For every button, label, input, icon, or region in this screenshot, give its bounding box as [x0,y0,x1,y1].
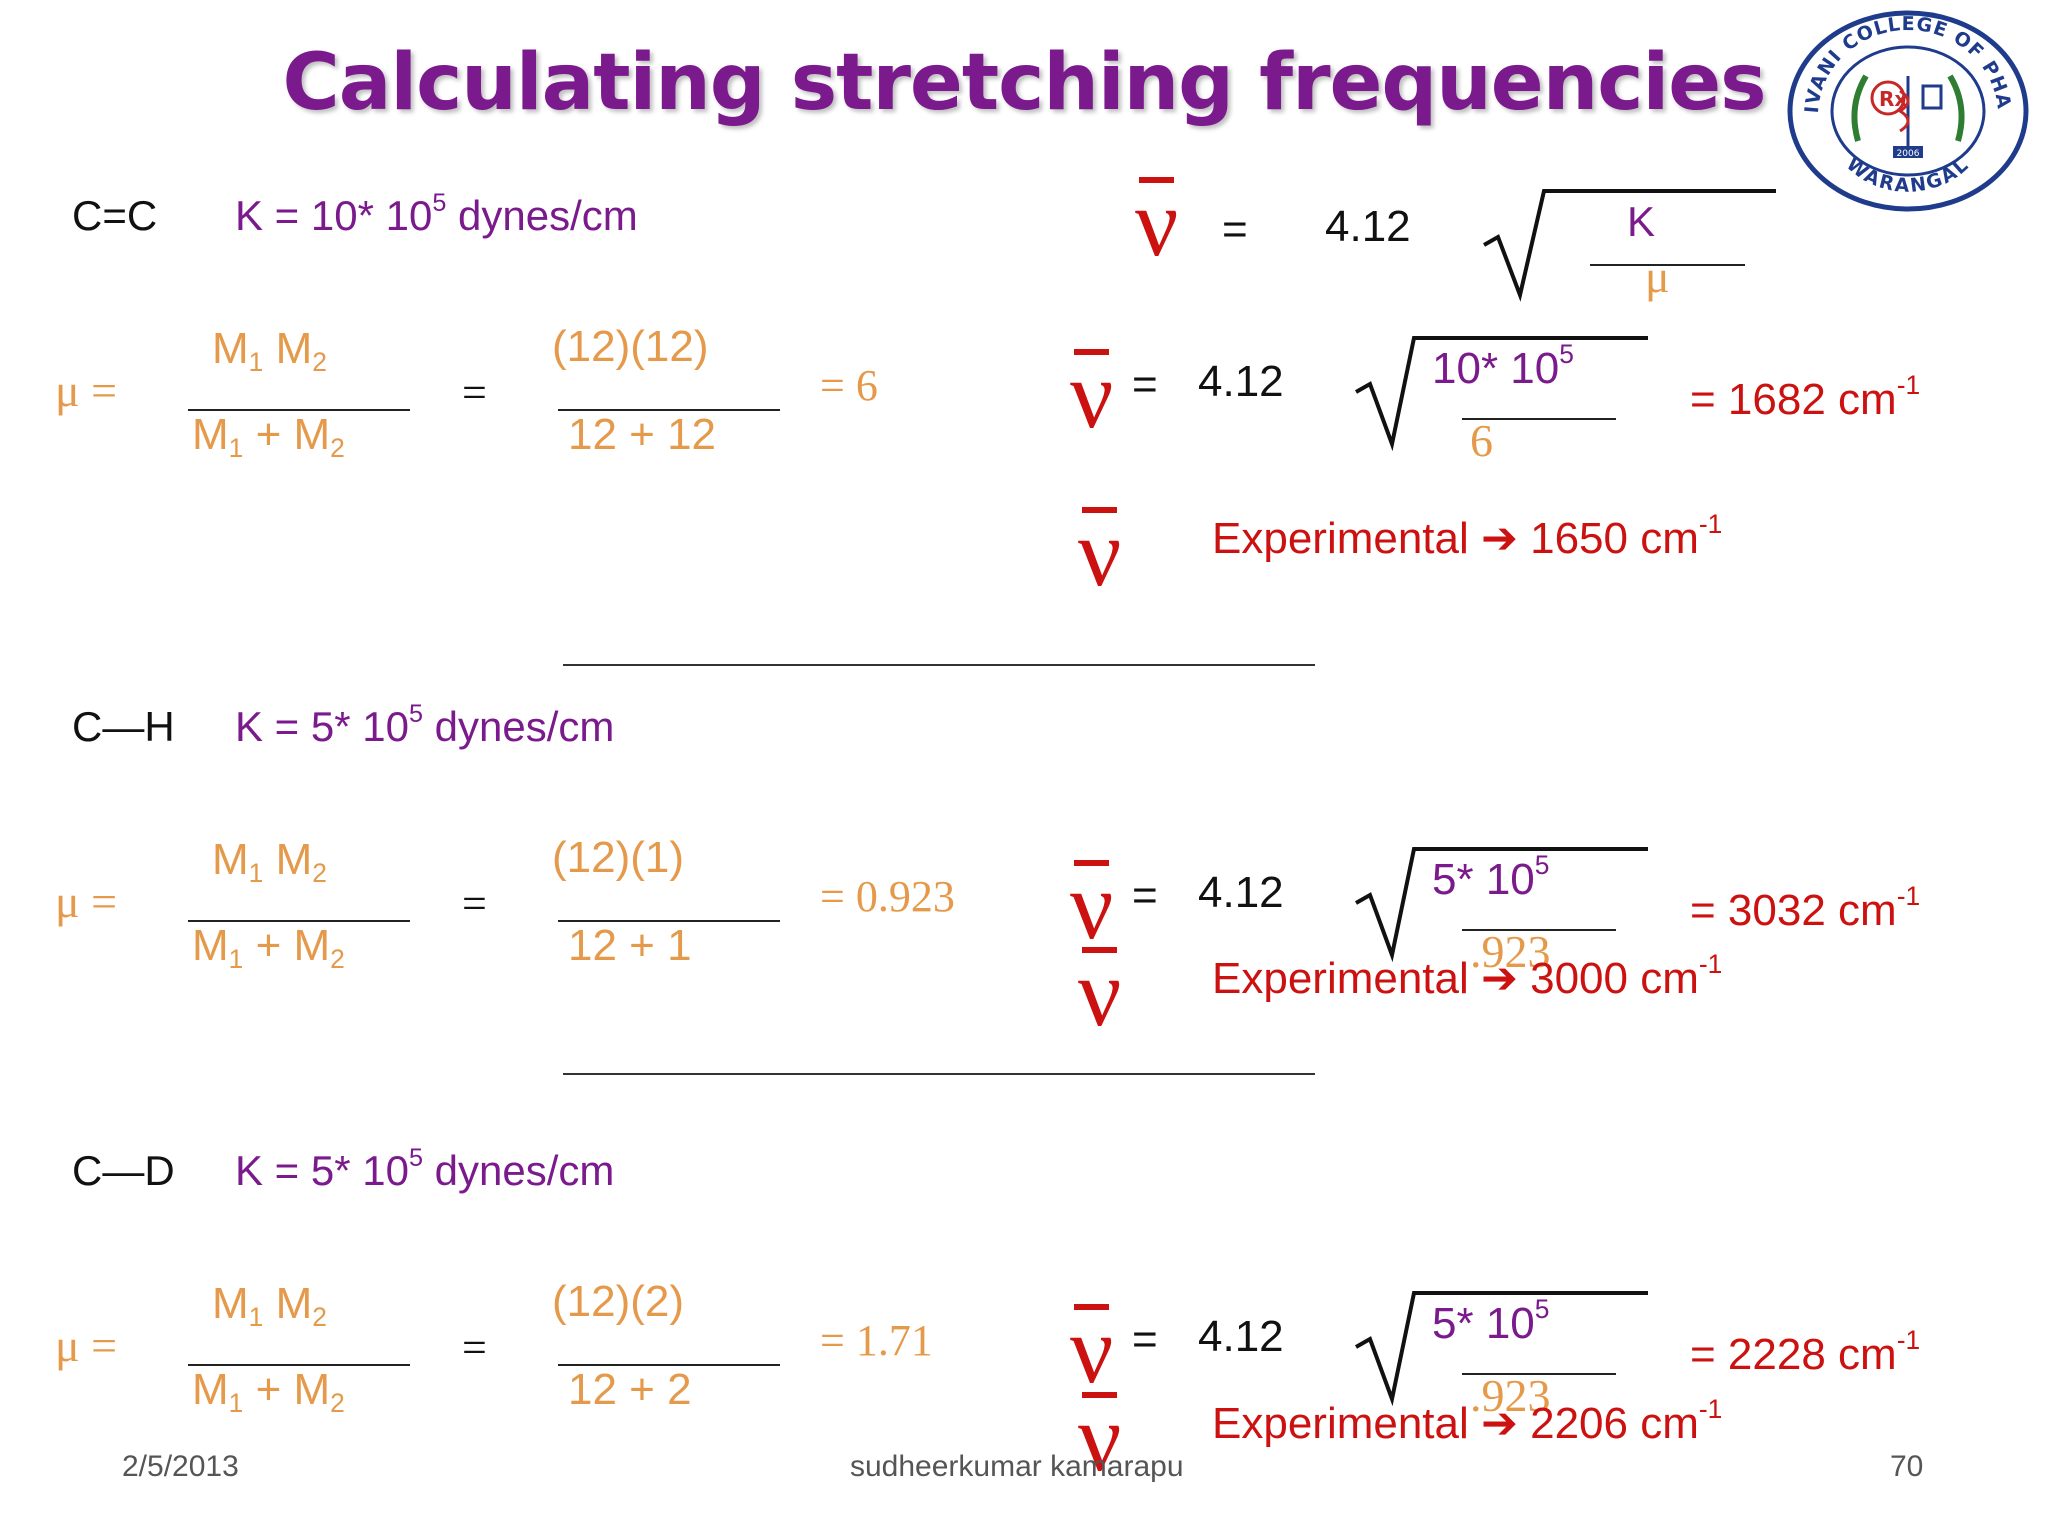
mu-label: μ = [55,365,118,416]
footer-author: sudheerkumar kamarapu [850,1450,1184,1483]
footer-page-number: 70 [1890,1450,1924,1483]
general-constant: 4.12 [1325,202,1411,251]
mu-numerator: M1 M2 [212,1279,327,1332]
logo-year: 2006 [1897,149,1920,159]
bond-label: C—D [72,1147,175,1194]
mu-fraction-bar [188,409,410,411]
calc-numerator: 5* 105 [1432,1294,1550,1348]
mu-fraction-bar [188,1364,410,1366]
calc-fraction-bar [1462,929,1616,931]
mu-numerator: M1 M2 [212,324,327,377]
mass-numerator: (12)(12) [552,322,709,371]
mu-equals: = [462,879,487,928]
mass-fraction-bar [558,1364,780,1366]
sqrt-sign [1355,1291,1648,1407]
force-constant: K = 5* 105 dynes/cm [235,700,615,750]
sqrt-sign [1355,847,1648,963]
mass-denominator: 12 + 2 [568,1365,692,1414]
calc-fraction-bar [1462,418,1616,420]
section-separator-1 [563,664,1315,666]
force-constant: K = 10* 105 dynes/cm [235,189,638,239]
calc-result: = 3032 cm-1 [1690,881,1921,935]
college-logo: SRI SHIVANI COLLEGE OF PHARMACY WARANGAL… [1778,6,2029,212]
nu-bar-symbol: ν [1135,169,1179,276]
mu-equals: = [462,368,487,417]
calc-denominator: .923 [1470,926,1551,977]
footer-date: 2/5/2013 [122,1450,239,1483]
mu-denominator: M1 + M2 [192,1365,345,1418]
general-fraction-bar [1590,264,1745,266]
mu-fraction-bar [188,920,410,922]
calc-equals: = [1132,360,1158,409]
calc-fraction-bar [1462,1373,1616,1375]
calc-constant: 4.12 [1198,1312,1284,1361]
experimental-value: Experimental ➔ 2206 cm-1 [1212,1394,1723,1448]
calc-numerator: 10* 105 [1432,339,1574,393]
nu-bar-symbol: ν [1078,499,1122,606]
experimental-value: Experimental ➔ 1650 cm-1 [1212,509,1723,563]
mu-result: = 1.71 [820,1316,933,1365]
calc-denominator: 6 [1470,415,1493,466]
calc-equals: = [1132,871,1158,920]
mu-denominator: M1 + M2 [192,921,345,974]
mu-result: = 6 [820,361,878,410]
general-denominator: μ [1645,251,1670,302]
sqrt-sign [1483,189,1776,302]
nu-bar-symbol: ν [1070,1296,1114,1403]
nu-bar-symbol: ν [1070,852,1114,959]
experimental-value: Experimental ➔ 3000 cm-1 [1212,949,1723,1003]
mass-denominator: 12 + 12 [568,410,717,459]
mass-fraction-bar [558,920,780,922]
calc-constant: 4.12 [1198,868,1284,917]
bond-label: C—H [72,703,175,750]
bond-label: C=C [72,192,158,239]
mu-label: μ = [55,1320,118,1371]
calc-result: = 2228 cm-1 [1690,1325,1921,1379]
calc-result: = 1682 cm-1 [1690,370,1921,424]
general-equals: = [1222,205,1248,254]
calc-equals: = [1132,1315,1158,1364]
mu-label: μ = [55,876,118,927]
mu-result: = 0.923 [820,872,955,921]
general-numerator: K [1627,198,1656,245]
section-separator-2 [563,1073,1315,1075]
mass-fraction-bar [558,409,780,411]
sqrt-sign [1355,336,1648,452]
mass-denominator: 12 + 1 [568,921,692,970]
mu-numerator: M1 M2 [212,835,327,888]
mu-denominator: M1 + M2 [192,410,345,463]
slide-title: Calculating stretching frequencies [282,38,1766,128]
nu-bar-symbol: ν [1078,939,1122,1046]
mass-numerator: (12)(2) [552,1277,685,1326]
mass-numerator: (12)(1) [552,833,685,882]
mu-equals: = [462,1323,487,1372]
nu-bar-symbol: ν [1070,341,1114,448]
calc-constant: 4.12 [1198,357,1284,406]
calc-denominator: .923 [1470,1370,1551,1421]
calc-numerator: 5* 105 [1432,850,1550,904]
force-constant: K = 5* 105 dynes/cm [235,1144,615,1194]
nu-bar-symbol: ν [1078,1384,1122,1491]
